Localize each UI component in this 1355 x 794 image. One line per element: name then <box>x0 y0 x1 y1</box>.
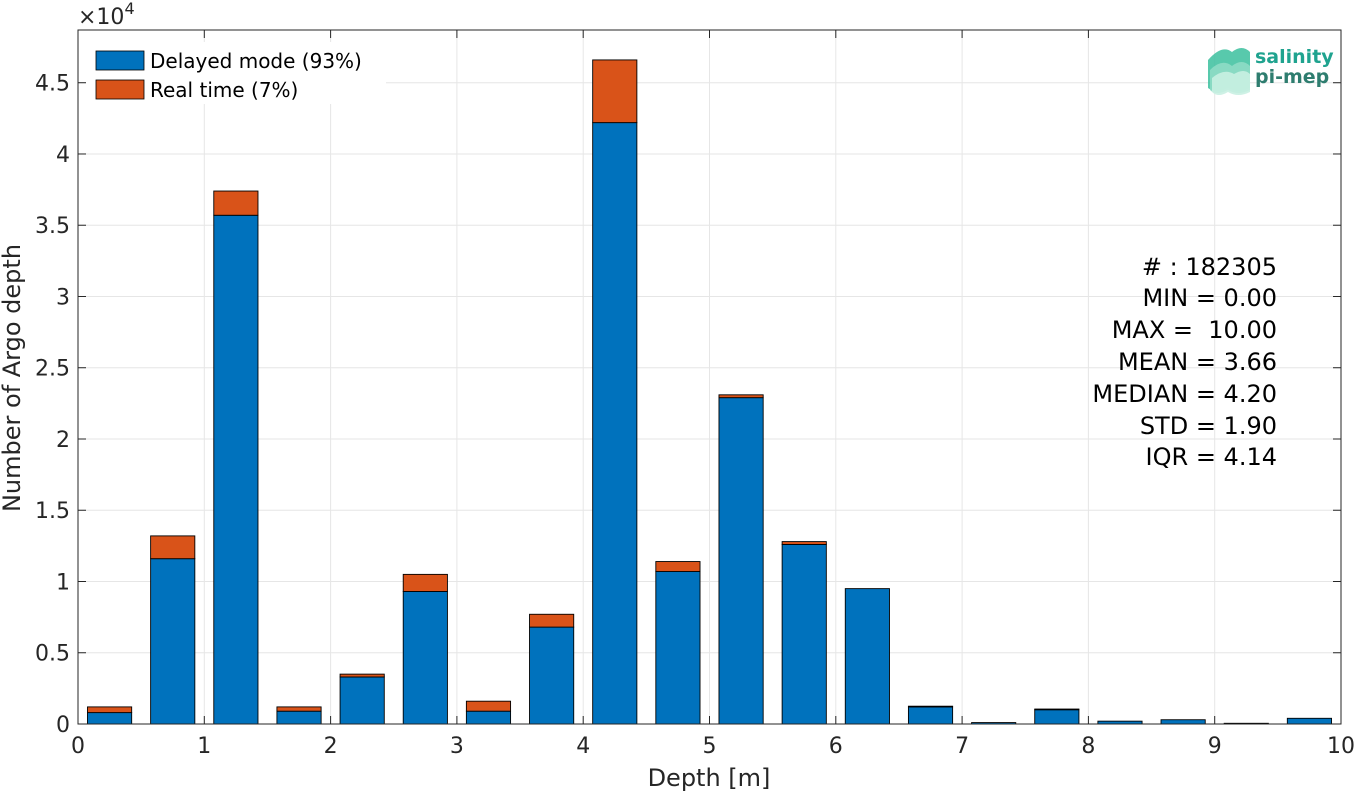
salinity-pi-mep-logo: salinity pi-mep <box>1208 46 1334 95</box>
bar-real-time <box>529 613 575 628</box>
wave-logo-icon <box>1208 48 1250 95</box>
y-tick-label: 0 <box>56 713 70 738</box>
bar-delayed-mode <box>844 588 890 725</box>
bar-real-time <box>1034 708 1080 711</box>
x-tick-label: 3 <box>450 734 464 759</box>
stat-count: # : 182305 <box>1142 253 1277 281</box>
x-tick-label: 10 <box>1327 734 1355 759</box>
x-tick-label: 5 <box>703 734 717 759</box>
bar-delayed-mode <box>907 706 954 725</box>
y-tick-label: 4.5 <box>35 72 70 97</box>
stat-mean: MEAN = 3.66 <box>1118 348 1277 376</box>
y-tick-label: 1 <box>56 570 70 595</box>
bar-real-time <box>718 394 764 399</box>
logo-text-pi-mep: pi-mep <box>1255 66 1329 88</box>
bar-delayed-mode <box>213 214 259 725</box>
bar-delayed-mode <box>655 571 701 725</box>
stats-block: # : 182305 MIN = 0.00 MAX = 10.00 MEAN =… <box>1092 253 1277 471</box>
bar-real-time <box>150 535 196 560</box>
bar-delayed-mode <box>339 676 385 725</box>
x-tick-label: 0 <box>71 734 85 759</box>
y-tick-label: 3 <box>56 285 70 310</box>
bar-real-time <box>592 59 638 124</box>
stat-median: MEDIAN = 4.20 <box>1092 380 1277 408</box>
bar-real-time <box>213 190 259 216</box>
legend-label-real-time: Real time (7%) <box>150 78 298 102</box>
bar-delayed-mode <box>465 710 512 725</box>
bar-real-time <box>87 706 133 714</box>
bar-real-time <box>465 700 512 712</box>
logo-text-salinity: salinity <box>1255 46 1334 68</box>
y-tick-label: 4 <box>56 143 70 168</box>
bar-real-time <box>339 673 385 678</box>
y-tick-label: 3.5 <box>35 214 70 239</box>
bar-delayed-mode <box>87 712 133 725</box>
bar-delayed-mode <box>1034 709 1080 725</box>
bar-real-time <box>907 705 954 708</box>
x-axis-title: Depth [m] <box>648 764 771 792</box>
x-tick-label: 6 <box>829 734 843 759</box>
legend-label-delayed-mode: Delayed mode (93%) <box>150 49 362 73</box>
x-tick-label: 8 <box>1081 734 1095 759</box>
x-tick-label: 2 <box>324 734 338 759</box>
bar-delayed-mode <box>718 397 764 725</box>
y-tick-label: 2.5 <box>35 357 70 382</box>
legend-swatch-delayed-mode <box>95 50 145 71</box>
bar-delayed-mode <box>1286 717 1332 725</box>
bar-delayed-mode <box>529 626 575 725</box>
bar-delayed-mode <box>276 710 322 725</box>
bar-real-time <box>402 573 448 592</box>
tick-labels: 0 1 2 3 4 5 6 7 8 9 10 0 0.5 1 1.5 2 2.5 3 3.5 4 4.5 <box>35 72 1355 759</box>
bar-delayed-mode <box>150 558 196 725</box>
x-tick-label: 7 <box>955 734 969 759</box>
bar-delayed-mode <box>1160 719 1206 725</box>
bar-real-time <box>276 706 322 712</box>
tick-marks <box>77 30 1342 725</box>
legend-swatch-real-time <box>95 79 145 100</box>
bar-real-time <box>655 561 701 572</box>
x-tick-label: 1 <box>197 734 211 759</box>
y-axis-title: Number of Argo depth <box>0 244 26 512</box>
stat-max: MAX = 10.00 <box>1112 316 1277 344</box>
stat-std: STD = 1.90 <box>1140 412 1277 440</box>
y-tick-label: 1.5 <box>35 499 70 524</box>
bar-real-time <box>781 541 827 545</box>
bar-delayed-mode <box>781 543 827 725</box>
legend: Delayed mode (93%) Real time (7%) <box>86 42 386 104</box>
bar-delayed-mode <box>402 591 448 725</box>
bar-delayed-mode <box>592 122 638 725</box>
y-tick-label: 2 <box>56 428 70 453</box>
x-tick-label: 4 <box>576 734 590 759</box>
y-multiplier-label: ×104 <box>78 0 135 30</box>
x-tick-label: 9 <box>1208 734 1222 759</box>
stat-iqr: IQR = 4.14 <box>1146 443 1277 471</box>
y-tick-label: 0.5 <box>35 642 70 667</box>
stat-min: MIN = 0.00 <box>1142 284 1277 312</box>
